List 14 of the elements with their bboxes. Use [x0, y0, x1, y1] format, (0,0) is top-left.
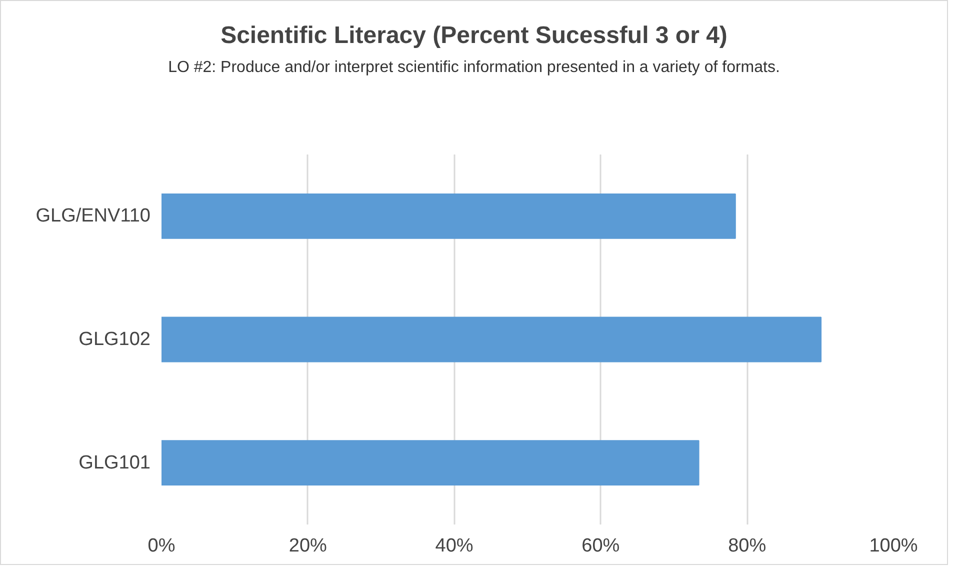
chart-subtitle: LO #2: Produce and/or interpret scientific information presented in a variety of formats.	[167, 58, 781, 78]
bar	[162, 316, 822, 362]
x-tick-label: 40%	[435, 536, 474, 556]
y-tick-label: GLG/ENV110	[36, 206, 151, 227]
y-tick-label: GLG101	[78, 452, 151, 474]
x-tick-label: 100%	[869, 536, 918, 556]
x-tick-label: 0%	[148, 536, 176, 556]
bar	[162, 193, 736, 239]
chart-title: Scientific Literacy (Percent Sucessful 3 or 4)	[220, 21, 728, 51]
x-tick-label: 80%	[728, 536, 766, 556]
bar	[162, 440, 700, 486]
x-tick-label: 60%	[582, 536, 620, 556]
x-tick-label: 20%	[288, 536, 328, 556]
y-tick-label: GLG102	[78, 329, 151, 350]
